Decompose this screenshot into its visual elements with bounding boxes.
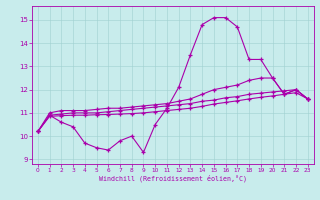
X-axis label: Windchill (Refroidissement éolien,°C): Windchill (Refroidissement éolien,°C)	[99, 175, 247, 182]
